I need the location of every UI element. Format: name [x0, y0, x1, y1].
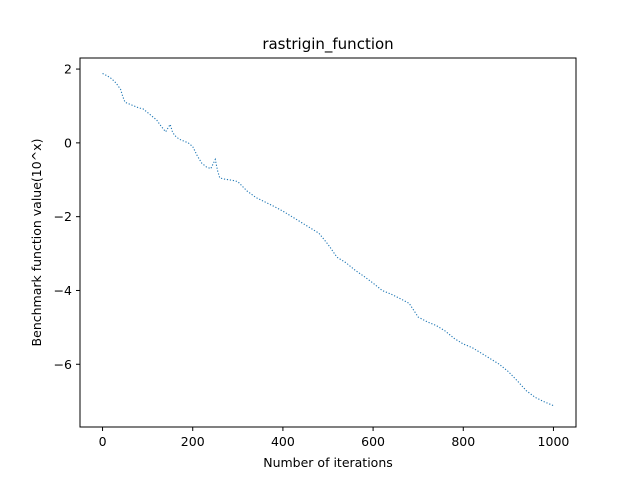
y-tick-label: −2	[54, 209, 72, 224]
series-line	[102, 73, 554, 407]
x-tick-label: 200	[181, 434, 205, 449]
y-tick-label: −4	[54, 283, 72, 298]
y-tick-label: 0	[64, 135, 72, 150]
x-axis: 0 200 400 600 800 1000	[99, 427, 570, 449]
x-tick-label: 0	[99, 434, 107, 449]
x-tick-label: 1000	[538, 434, 570, 449]
y-axis-label: Benchmark function value(10^x)	[29, 139, 44, 347]
chart-title: rastrigin_function	[262, 35, 393, 54]
plot-area-frame	[79, 57, 577, 428]
series-layer	[102, 73, 554, 407]
y-tick-label: −6	[54, 357, 72, 372]
x-tick-label: 600	[361, 434, 385, 449]
y-tick-label: 2	[64, 62, 72, 77]
x-tick-label: 400	[271, 434, 295, 449]
x-axis-label: Number of iterations	[263, 455, 393, 470]
y-axis: 2 0 −2 −4 −6	[54, 62, 80, 372]
x-tick-label: 800	[451, 434, 475, 449]
